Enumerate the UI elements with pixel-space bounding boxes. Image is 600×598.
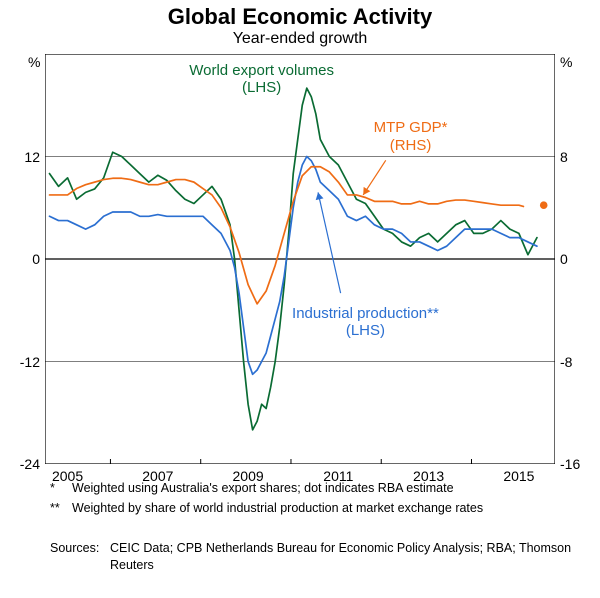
ytick-left: -12 bbox=[0, 354, 40, 370]
ytick-right: 8 bbox=[560, 149, 600, 165]
footnote-2: **Weighted by share of world industrial … bbox=[50, 500, 580, 517]
y-left-unit: % bbox=[28, 54, 40, 70]
footnote-1-text: Weighted using Australia's export shares… bbox=[72, 480, 580, 497]
sources: Sources:CEIC Data; CPB Netherlands Burea… bbox=[50, 540, 580, 574]
chart-container: Global Economic Activity Year-ended grow… bbox=[0, 0, 600, 598]
footnote-2-text: Weighted by share of world industrial pr… bbox=[72, 500, 580, 517]
ytick-left: 12 bbox=[0, 149, 40, 165]
ytick-right: -8 bbox=[560, 354, 600, 370]
ytick-left: -24 bbox=[0, 456, 40, 472]
footnote-2-mark: ** bbox=[50, 500, 72, 517]
ytick-left: 0 bbox=[0, 251, 40, 267]
series-label-industrial_prod: Industrial production**(LHS) bbox=[275, 305, 455, 340]
y-right-unit: % bbox=[560, 54, 572, 70]
series-label-mtp_gdp: MTP GDP*(RHS) bbox=[321, 119, 501, 154]
footnote-1: *Weighted using Australia's export share… bbox=[50, 480, 580, 497]
chart-title: Global Economic Activity bbox=[0, 4, 600, 30]
ytick-right: -16 bbox=[560, 456, 600, 472]
chart-subtitle: Year-ended growth bbox=[0, 30, 600, 48]
sources-text: CEIC Data; CPB Netherlands Bureau for Ec… bbox=[110, 540, 580, 574]
plot-area bbox=[45, 54, 555, 464]
sources-label: Sources: bbox=[50, 540, 110, 557]
series-label-world_exports: World export volumes(LHS) bbox=[172, 62, 352, 97]
ytick-right: 0 bbox=[560, 251, 600, 267]
footnote-1-mark: * bbox=[50, 480, 72, 497]
